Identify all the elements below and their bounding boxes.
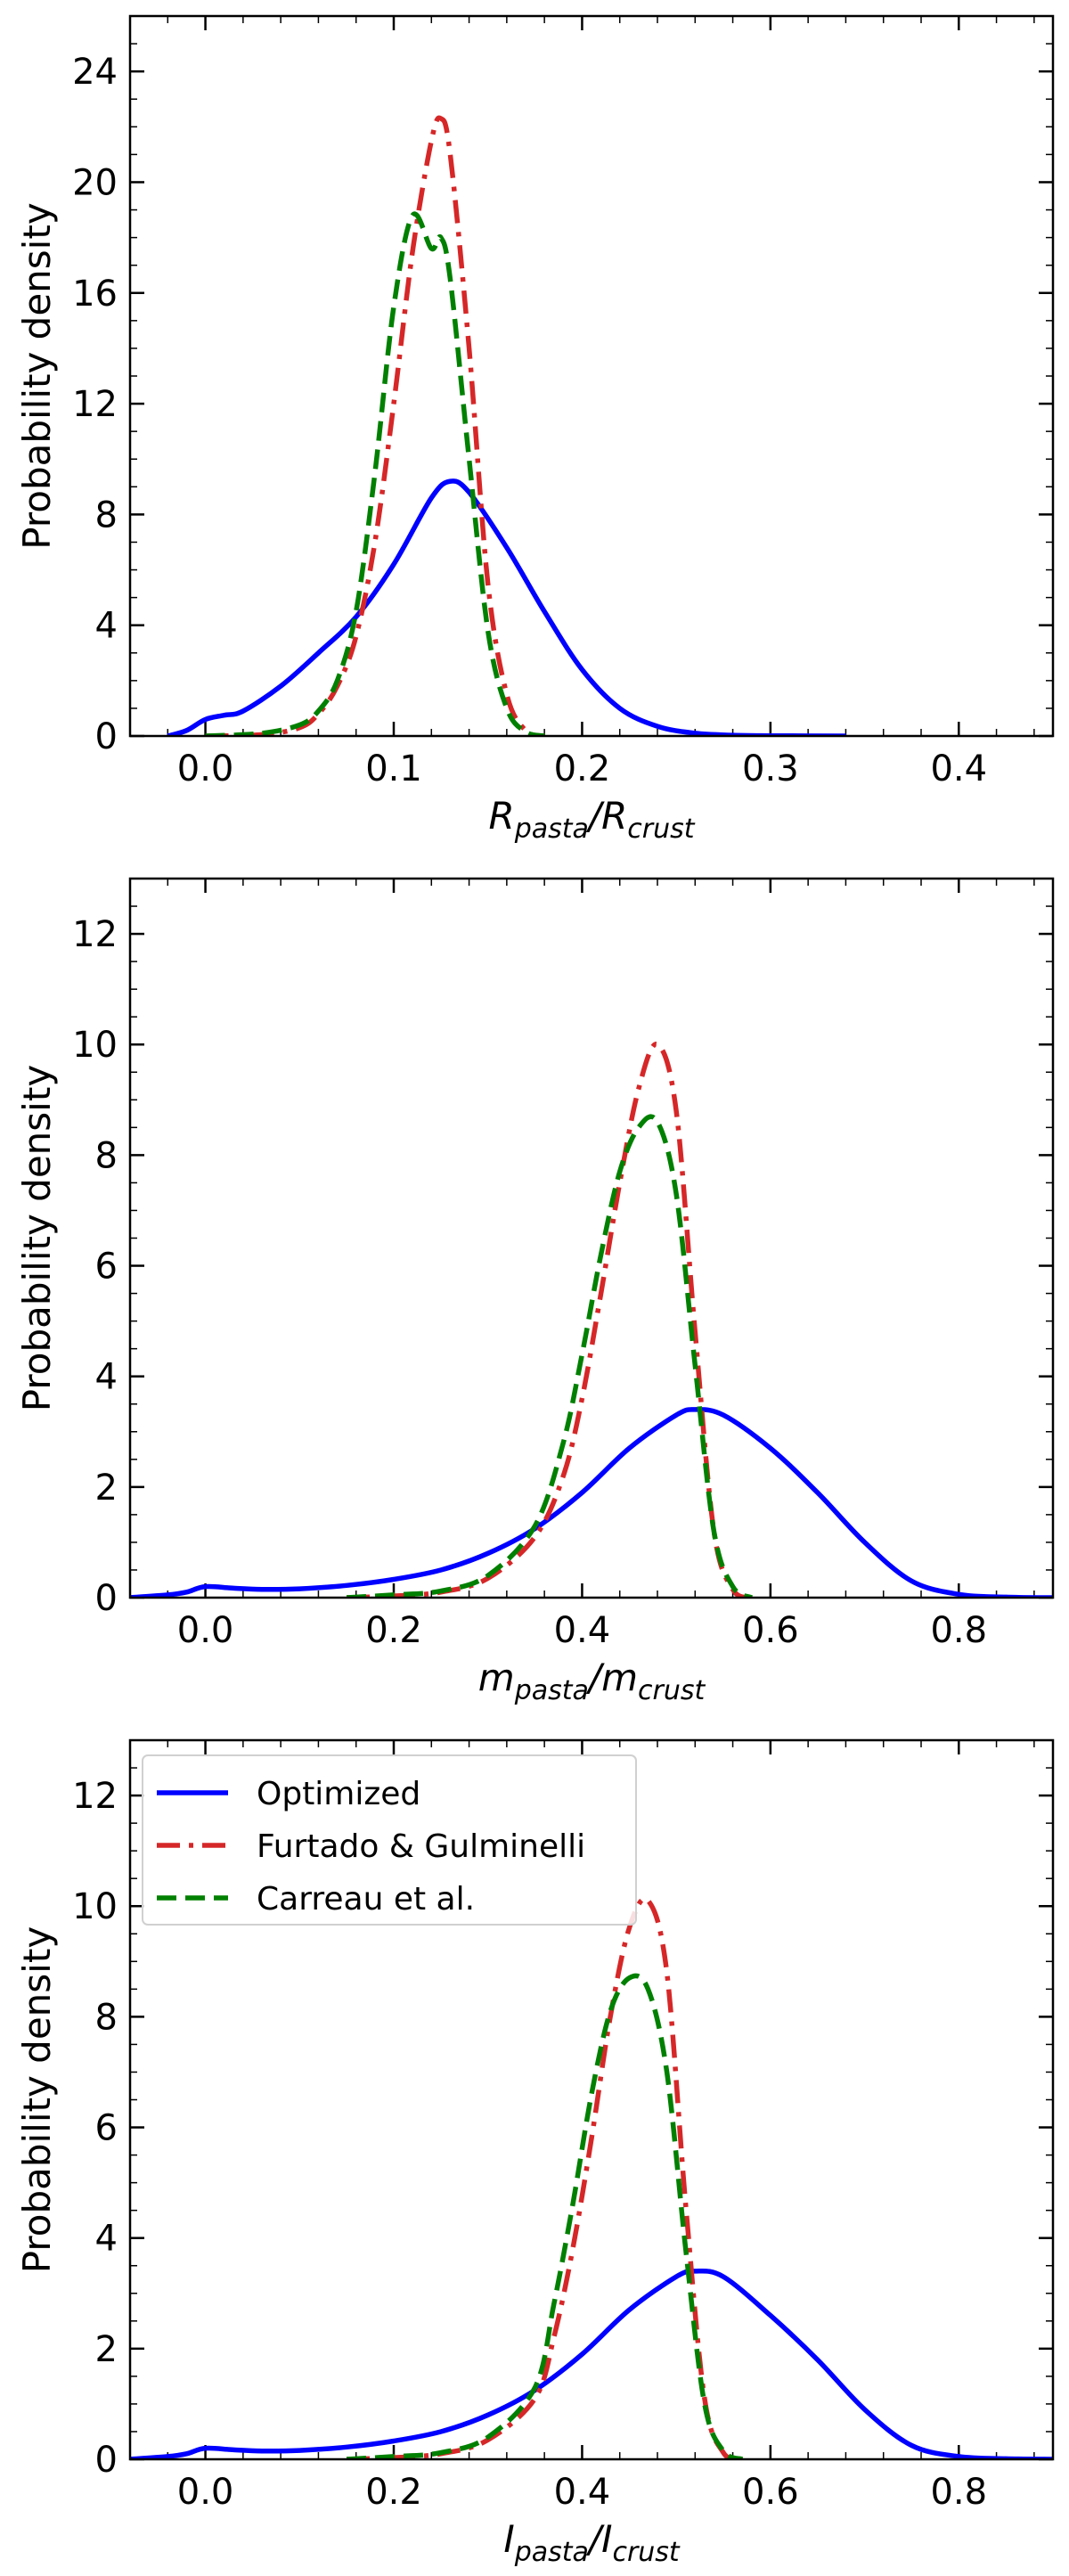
y-tick-label: 8 bbox=[95, 495, 118, 536]
plot-frame bbox=[128, 1738, 1055, 2461]
series-group bbox=[167, 115, 846, 736]
y-axis-label: Probability density bbox=[15, 1926, 59, 2273]
x-axis-label: Rpasta/Rcrust bbox=[489, 794, 696, 845]
x-tick-label: 0.0 bbox=[177, 1610, 234, 1651]
x-axis-label-part: I bbox=[503, 2517, 514, 2561]
chart-panel-2: 0.0 0.2 0.4 0.6 0.8 0 2 4 6 8 10 12 Probability dens… bbox=[15, 877, 1055, 1706]
x-axis-label-subscript: pasta bbox=[514, 2537, 589, 2568]
series-group bbox=[130, 1896, 1053, 2459]
x-tick-label: 0.8 bbox=[930, 2472, 987, 2513]
x-tick-label: 0.4 bbox=[930, 748, 987, 789]
y-tick-label: 8 bbox=[95, 1135, 118, 1176]
y-tick-label: 20 bbox=[72, 162, 118, 203]
series-line-carreau-et-al bbox=[346, 1114, 754, 1598]
x-axis-label-part: I bbox=[601, 2517, 612, 2561]
x-axis-label-subscript: crust bbox=[627, 814, 695, 845]
x-axis-label-subscript: pasta bbox=[514, 1675, 589, 1706]
y-tick-label: 0 bbox=[95, 2440, 118, 2481]
y-tick-label: 4 bbox=[95, 2219, 118, 2260]
series-group bbox=[130, 1042, 1053, 1598]
y-tick-label: 2 bbox=[95, 1468, 118, 1509]
x-axis-label-part: R bbox=[489, 794, 515, 838]
y-tick-label: 12 bbox=[72, 1776, 118, 1817]
x-tick-label: 0.2 bbox=[554, 748, 611, 789]
y-tick-label: 4 bbox=[95, 606, 118, 647]
x-axis-label-subscript: crust bbox=[612, 2537, 680, 2568]
y-tick-label: 6 bbox=[95, 2108, 118, 2149]
x-tick-label: 0.6 bbox=[742, 1610, 799, 1651]
x-tick-label: 0.2 bbox=[365, 1610, 422, 1651]
x-tick-label: 0.4 bbox=[554, 1610, 611, 1651]
x-tick-label: 0.0 bbox=[177, 748, 234, 789]
x-axis-label-part: R bbox=[601, 794, 627, 838]
x-tick-label: 0.2 bbox=[365, 2472, 422, 2513]
y-tick-label: 2 bbox=[95, 2329, 118, 2370]
x-tick-label: 0.3 bbox=[742, 748, 799, 789]
x-axis-label-part: / bbox=[585, 2517, 605, 2561]
legend-box bbox=[142, 1754, 637, 1926]
y-axis-label: Probability density bbox=[15, 202, 59, 549]
y-axis-label: Probability density bbox=[15, 1065, 59, 1411]
legend-label-optimized: Optimized bbox=[257, 1776, 420, 1812]
y-tick-label: 8 bbox=[95, 1997, 118, 2038]
plot-frame bbox=[128, 877, 1055, 1599]
x-axis-label-part: m bbox=[478, 1656, 515, 1699]
x-tick-label: 0.0 bbox=[177, 2472, 234, 2513]
y-tick-label: 12 bbox=[72, 914, 118, 955]
x-tick-label: 0.1 bbox=[365, 748, 422, 789]
series-line-carreau-et-al bbox=[346, 1973, 744, 2459]
series-line-optimized bbox=[130, 1407, 1053, 1598]
y-tick-label: 10 bbox=[72, 1886, 118, 1927]
y-tick-label: 10 bbox=[72, 1025, 118, 1066]
y-tick-label: 16 bbox=[72, 274, 118, 315]
x-tick-label: 0.8 bbox=[930, 1610, 987, 1651]
x-axis-label-subscript: pasta bbox=[514, 814, 589, 845]
legend-label-furtado-gulminelli: Furtado & Gulminelli bbox=[257, 1828, 585, 1865]
y-tick-label: 0 bbox=[95, 1578, 118, 1619]
series-line-optimized bbox=[130, 2268, 1053, 2459]
legend: Optimized Furtado & Gulminelli Carreau et … bbox=[142, 1754, 637, 1926]
plot-frame bbox=[128, 14, 1055, 738]
y-tick-label: 4 bbox=[95, 1357, 118, 1398]
series-line-optimized bbox=[167, 478, 846, 736]
x-tick-label: 0.4 bbox=[554, 2472, 611, 2513]
chart-panel-3: 0.0 0.2 0.4 0.6 0.8 0 2 4 6 8 10 12 Probability dens… bbox=[15, 1738, 1055, 2568]
x-axis-label-part: / bbox=[585, 1656, 605, 1699]
x-axis-label: mpasta/mcrust bbox=[478, 1656, 706, 1706]
x-axis-label-subscript: crust bbox=[638, 1675, 706, 1706]
chart-panel-1: 0.0 0.1 0.2 0.3 0.4 0 4 8 12 16 20 24 Probability de… bbox=[15, 14, 1055, 845]
y-tick-label: 12 bbox=[72, 384, 118, 425]
legend-label-carreau-et-al: Carreau et al. bbox=[257, 1881, 475, 1918]
x-axis-label-part: m bbox=[601, 1656, 638, 1699]
x-axis-label-part: / bbox=[585, 794, 605, 838]
x-tick-label: 0.6 bbox=[742, 2472, 799, 2513]
series-line-carreau-et-al bbox=[205, 211, 545, 736]
x-axis-label: Ipasta/Icrust bbox=[503, 2517, 681, 2568]
y-tick-label: 24 bbox=[72, 52, 118, 93]
major-ticks bbox=[130, 16, 1053, 738]
y-tick-label: 0 bbox=[95, 716, 118, 757]
y-tick-label: 6 bbox=[95, 1247, 118, 1288]
